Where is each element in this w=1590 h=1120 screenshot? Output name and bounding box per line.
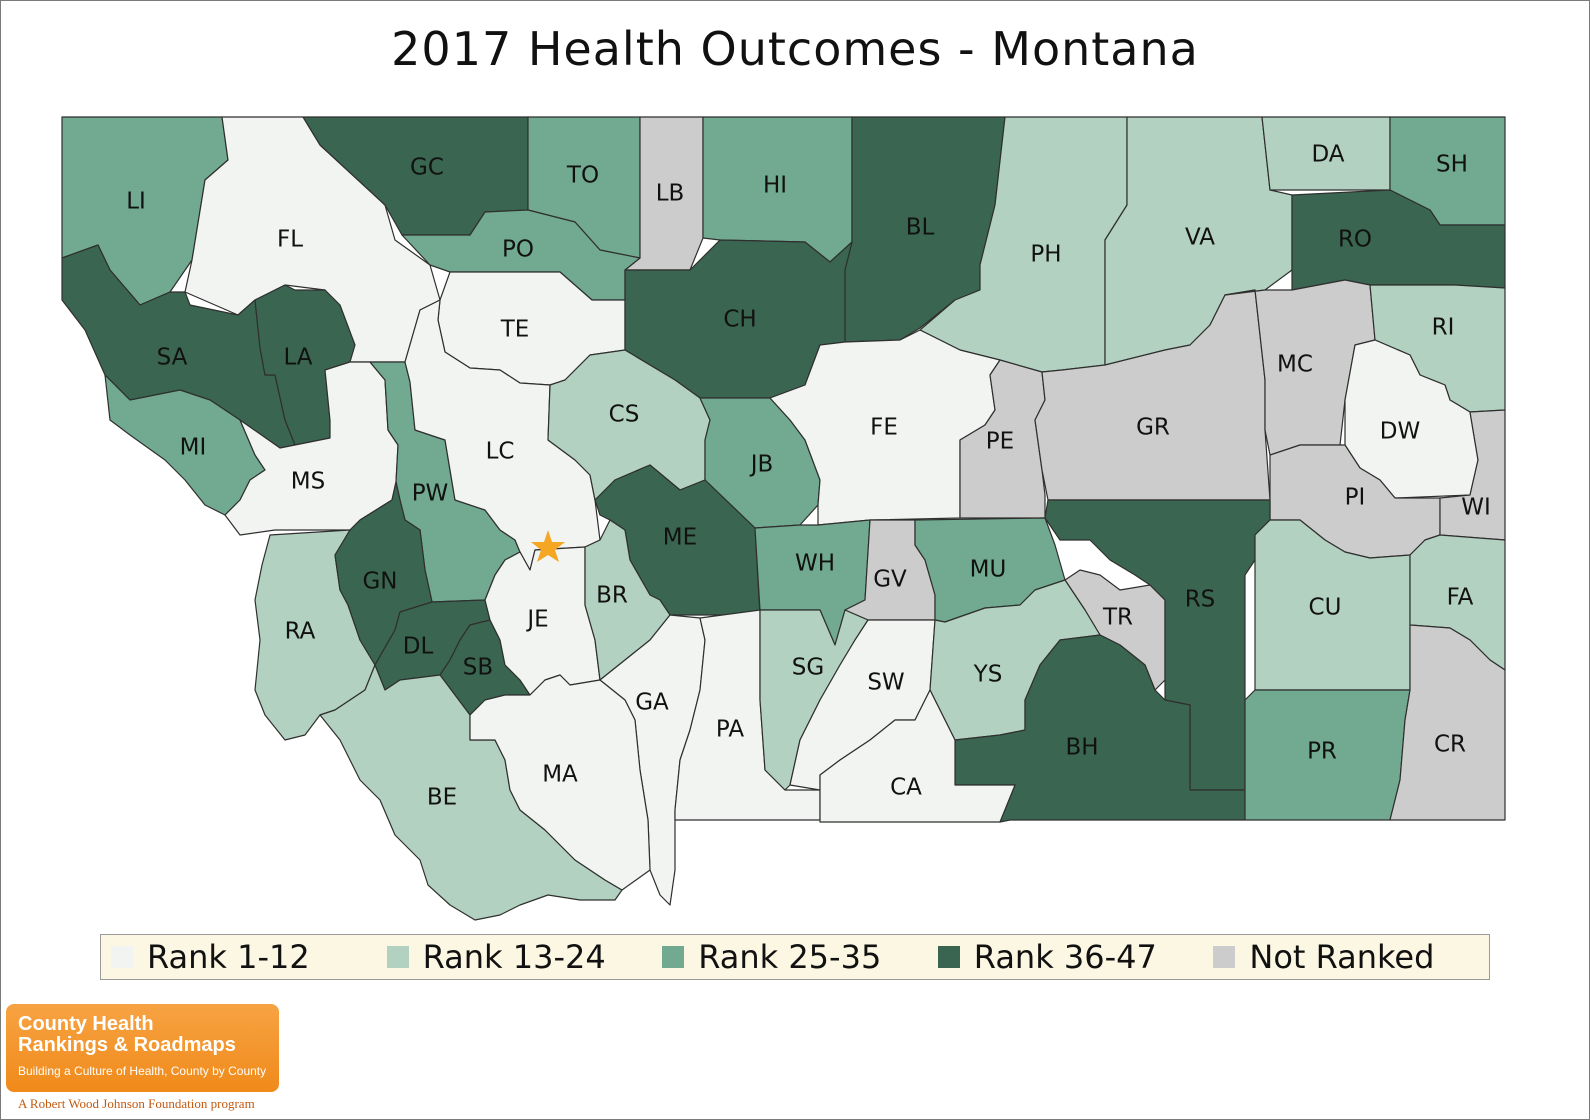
legend-label: Rank 25-35 [698, 938, 882, 976]
legend-swatch [937, 946, 960, 968]
legend-item: Not Ranked [1213, 938, 1489, 976]
county-label-dl: DL [403, 634, 434, 660]
county-label-jb: JB [749, 452, 774, 478]
county-label-mc: MC [1277, 352, 1313, 378]
county-label-gn: GN [362, 569, 397, 595]
legend-swatch [386, 946, 409, 968]
legend: Rank 1-12 Rank 13-24 Rank 25-35 Rank 36-47 N… [100, 934, 1490, 980]
chrr-logo: County Health Rankings & Roadmaps Buildi… [6, 1004, 279, 1092]
legend-item: Rank 13-24 [386, 938, 663, 976]
county-label-sg: SG [792, 655, 824, 681]
county-label-dw: DW [1380, 419, 1420, 445]
county-label-br: BR [596, 583, 628, 609]
legend-label: Rank 1-12 [147, 938, 310, 976]
rwjf-program-text: A Robert Wood Johnson Foundation program [18, 1096, 255, 1111]
logo-tagline: Building a Culture of Health, County by … [18, 1064, 267, 1078]
county-label-va: VA [1185, 225, 1215, 251]
legend-item: Rank 1-12 [111, 938, 387, 976]
county-label-ga: GA [635, 690, 669, 716]
county-label-la: LA [283, 345, 312, 371]
county-label-ch: CH [723, 307, 756, 333]
legend-swatch [111, 946, 133, 968]
county-br [584, 519, 671, 681]
legend-swatch [662, 946, 685, 968]
county-label-pr: PR [1307, 739, 1337, 765]
county-label-gr: GR [1136, 415, 1170, 441]
logo-title-line2: Rankings & Roadmaps [18, 1034, 236, 1056]
county-label-fl: FL [277, 227, 303, 253]
legend-label: Rank 13-24 [422, 938, 606, 976]
county-label-wh: WH [795, 551, 835, 577]
county-label-ra: RA [285, 619, 316, 645]
county-label-pa: PA [716, 717, 744, 743]
legend-item: Rank 25-35 [662, 938, 938, 976]
county-label-po: PO [502, 237, 534, 263]
county-label-be: BE [427, 785, 457, 811]
map-title: 2017 Health Outcomes - Montana [391, 22, 1199, 76]
county-label-sa: SA [157, 345, 188, 371]
county-label-je: JE [525, 607, 548, 633]
legend-label: Rank 36-47 [973, 938, 1157, 976]
county-label-cr: CR [1434, 732, 1466, 758]
county-label-sh: SH [1436, 152, 1468, 178]
county-label-gv: GV [873, 567, 907, 593]
county-label-cs: CS [609, 402, 640, 428]
county-label-ri: RI [1432, 315, 1455, 341]
county-label-ph: PH [1030, 242, 1061, 268]
county-label-lb: LB [656, 181, 685, 207]
county-label-rs: RS [1185, 587, 1216, 613]
county-bh [954, 634, 1246, 823]
county-label-wi: WI [1461, 495, 1491, 521]
county-ca [819, 689, 1016, 823]
capital-star-icon [531, 530, 565, 562]
county-label-ys: YS [973, 662, 1003, 688]
county-label-to: TO [566, 163, 599, 189]
county-wi [1439, 409, 1506, 541]
county-label-pe: PE [986, 429, 1014, 455]
county-label-lc: LC [486, 439, 515, 465]
county-label-gc: GC [410, 155, 444, 181]
county-label-hi: HI [763, 173, 787, 199]
legend-label: Not Ranked [1249, 938, 1435, 976]
legend-item: Rank 36-47 [937, 938, 1214, 976]
legend-swatch [1213, 946, 1236, 968]
county-label-me: ME [663, 525, 697, 551]
county-label-fe: FE [870, 415, 898, 441]
county-label-tr: TR [1102, 605, 1133, 631]
montana-county-map: LI FL GC TO LB HI BL PH VA DA SH RO PO SA LA TE CH MI MS PW… [61, 116, 1506, 921]
county-label-ms: MS [291, 469, 325, 495]
county-label-mi: MI [180, 435, 207, 461]
county-label-fa: FA [1447, 585, 1474, 611]
county-label-pw: PW [412, 481, 449, 507]
county-label-pi: PI [1345, 485, 1366, 511]
county-label-te: TE [500, 317, 530, 343]
county-label-sb: SB [463, 655, 493, 681]
county-label-ro: RO [1338, 227, 1372, 253]
logo-title-line1: County Health [18, 1013, 154, 1035]
county-label-li: LI [126, 189, 146, 215]
county-label-cu: CU [1309, 595, 1342, 621]
county-label-bl: BL [906, 215, 935, 241]
county-label-mu: MU [970, 557, 1007, 583]
county-label-sw: SW [867, 670, 904, 696]
county-ma [469, 674, 651, 891]
county-label-bh: BH [1065, 735, 1098, 761]
county-label-ca: CA [890, 775, 922, 801]
county-cr [1389, 624, 1506, 821]
county-label-da: DA [1311, 142, 1344, 168]
county-label-ma: MA [542, 762, 578, 788]
